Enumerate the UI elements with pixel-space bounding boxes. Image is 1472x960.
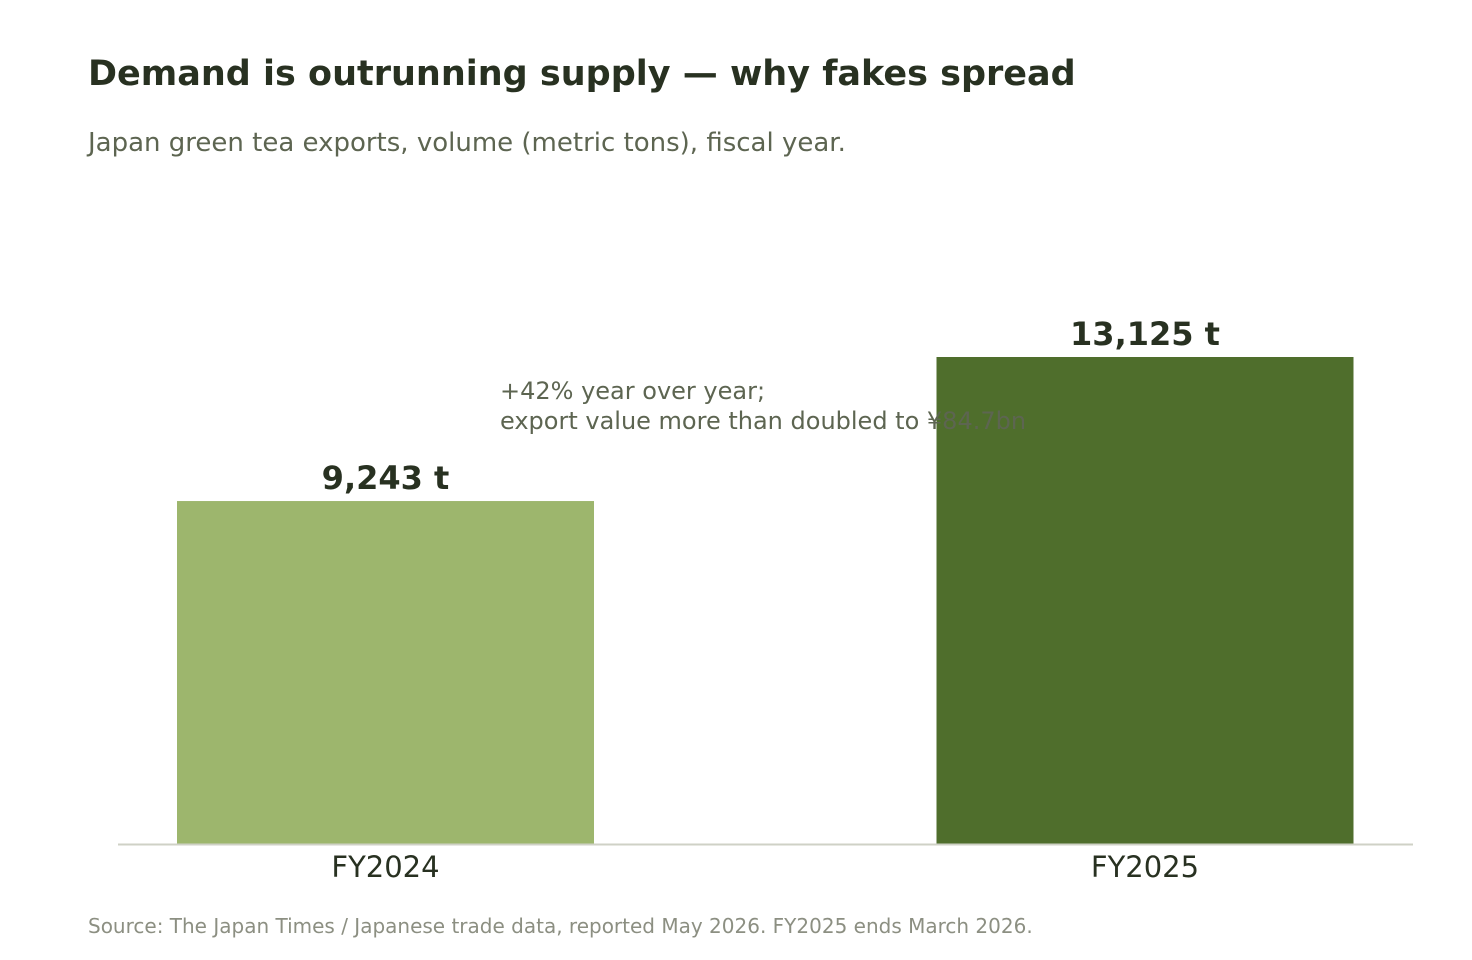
value-label-fy2025: 13,125 t — [1070, 315, 1220, 353]
annotation-line-1: +42% year over year; — [500, 377, 765, 405]
bar-fy2025 — [936, 357, 1354, 844]
annotation-line-2: export value more than doubled to ¥84.7b… — [500, 407, 1026, 435]
category-label-fy2025: FY2025 — [1091, 850, 1199, 884]
category-label-fy2024: FY2024 — [331, 850, 439, 884]
bars-group: 9,243 t FY2024 13,125 t FY2025 — [177, 315, 1354, 884]
source-note: Source: The Japan Times / Japanese trade… — [88, 914, 1033, 938]
bar-fy2024 — [177, 501, 594, 844]
chart-title: Demand is outrunning supply — why fakes … — [88, 54, 1076, 94]
annotation: +42% year over year; export value more t… — [500, 377, 1026, 435]
value-label-fy2024: 9,243 t — [322, 459, 450, 497]
chart-subtitle: Japan green tea exports, volume (metric … — [88, 128, 846, 158]
